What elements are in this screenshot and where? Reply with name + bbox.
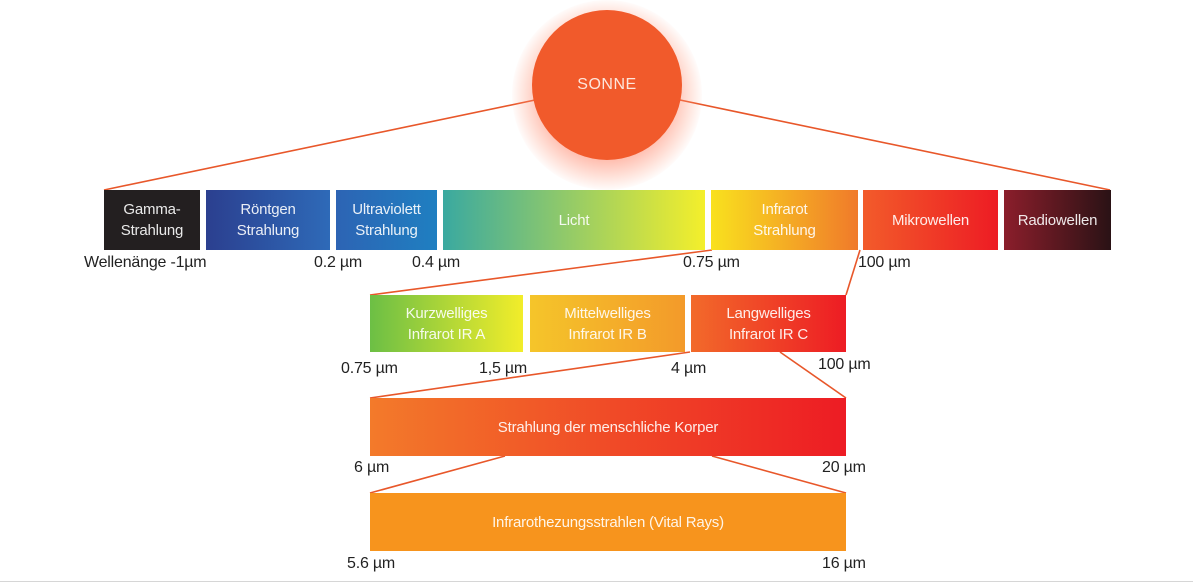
infrared-ira: Kurzwelliges Infrarot IR A: [370, 295, 523, 352]
irc-connector-right: [779, 351, 847, 399]
body-connector-right: [711, 455, 847, 494]
sun-circle: SONNE: [532, 10, 682, 160]
vital-label-16: 16 µm: [822, 555, 866, 572]
wavelength-label-02: 0.2 µm: [314, 254, 363, 271]
spectrum-xray: Röntgen Strahlung: [206, 190, 330, 250]
infrared-connector-right: [845, 249, 861, 296]
spectrum-microwaves: Mikrowellen: [863, 190, 998, 250]
infrared-label-15: 1,5 µm: [479, 360, 528, 377]
spectrum-light: Licht: [443, 190, 705, 250]
wavelength-label-075: 0.75 µm: [683, 254, 740, 271]
infrared-label-075: 0.75 µm: [341, 360, 398, 377]
body-connector-left: [369, 455, 506, 494]
infrared-irb: Mittelwelliges Infrarot IR B: [530, 295, 685, 352]
vital-rays-bar: Infrarothezungsstrahlen (Vital Rays): [370, 493, 846, 551]
bottom-divider: [0, 581, 1193, 582]
spectrum-ultraviolet: Ultraviolett Strahlung: [336, 190, 437, 250]
infrared-label-100: 100 µm: [818, 356, 871, 373]
sun-connector-right: [679, 99, 1111, 191]
vital-label-56: 5.6 µm: [347, 555, 396, 572]
sun-connector-left: [103, 99, 536, 191]
infrared-label-4: 4 µm: [671, 360, 707, 377]
body-radiation-bar: Strahlung der menschliche Korper: [370, 398, 846, 456]
wavelength-label-start: Wellenänge -1µm: [84, 254, 207, 271]
spectrum-infrared: Infrarot Strahlung: [711, 190, 858, 250]
infrared-connector-left: [369, 249, 713, 296]
sun-label: SONNE: [577, 76, 637, 93]
wavelength-label-04: 0.4 µm: [412, 254, 461, 271]
spectrum-radiowaves: Radiowellen: [1004, 190, 1111, 250]
irc-connector-left: [369, 351, 691, 399]
body-label-20: 20 µm: [822, 459, 866, 476]
wavelength-label-100: 100 µm: [858, 254, 911, 271]
spectrum-gamma: Gamma- Strahlung: [104, 190, 200, 250]
infrared-irc: Langwelliges Infrarot IR C: [691, 295, 846, 352]
body-label-6: 6 µm: [354, 459, 390, 476]
